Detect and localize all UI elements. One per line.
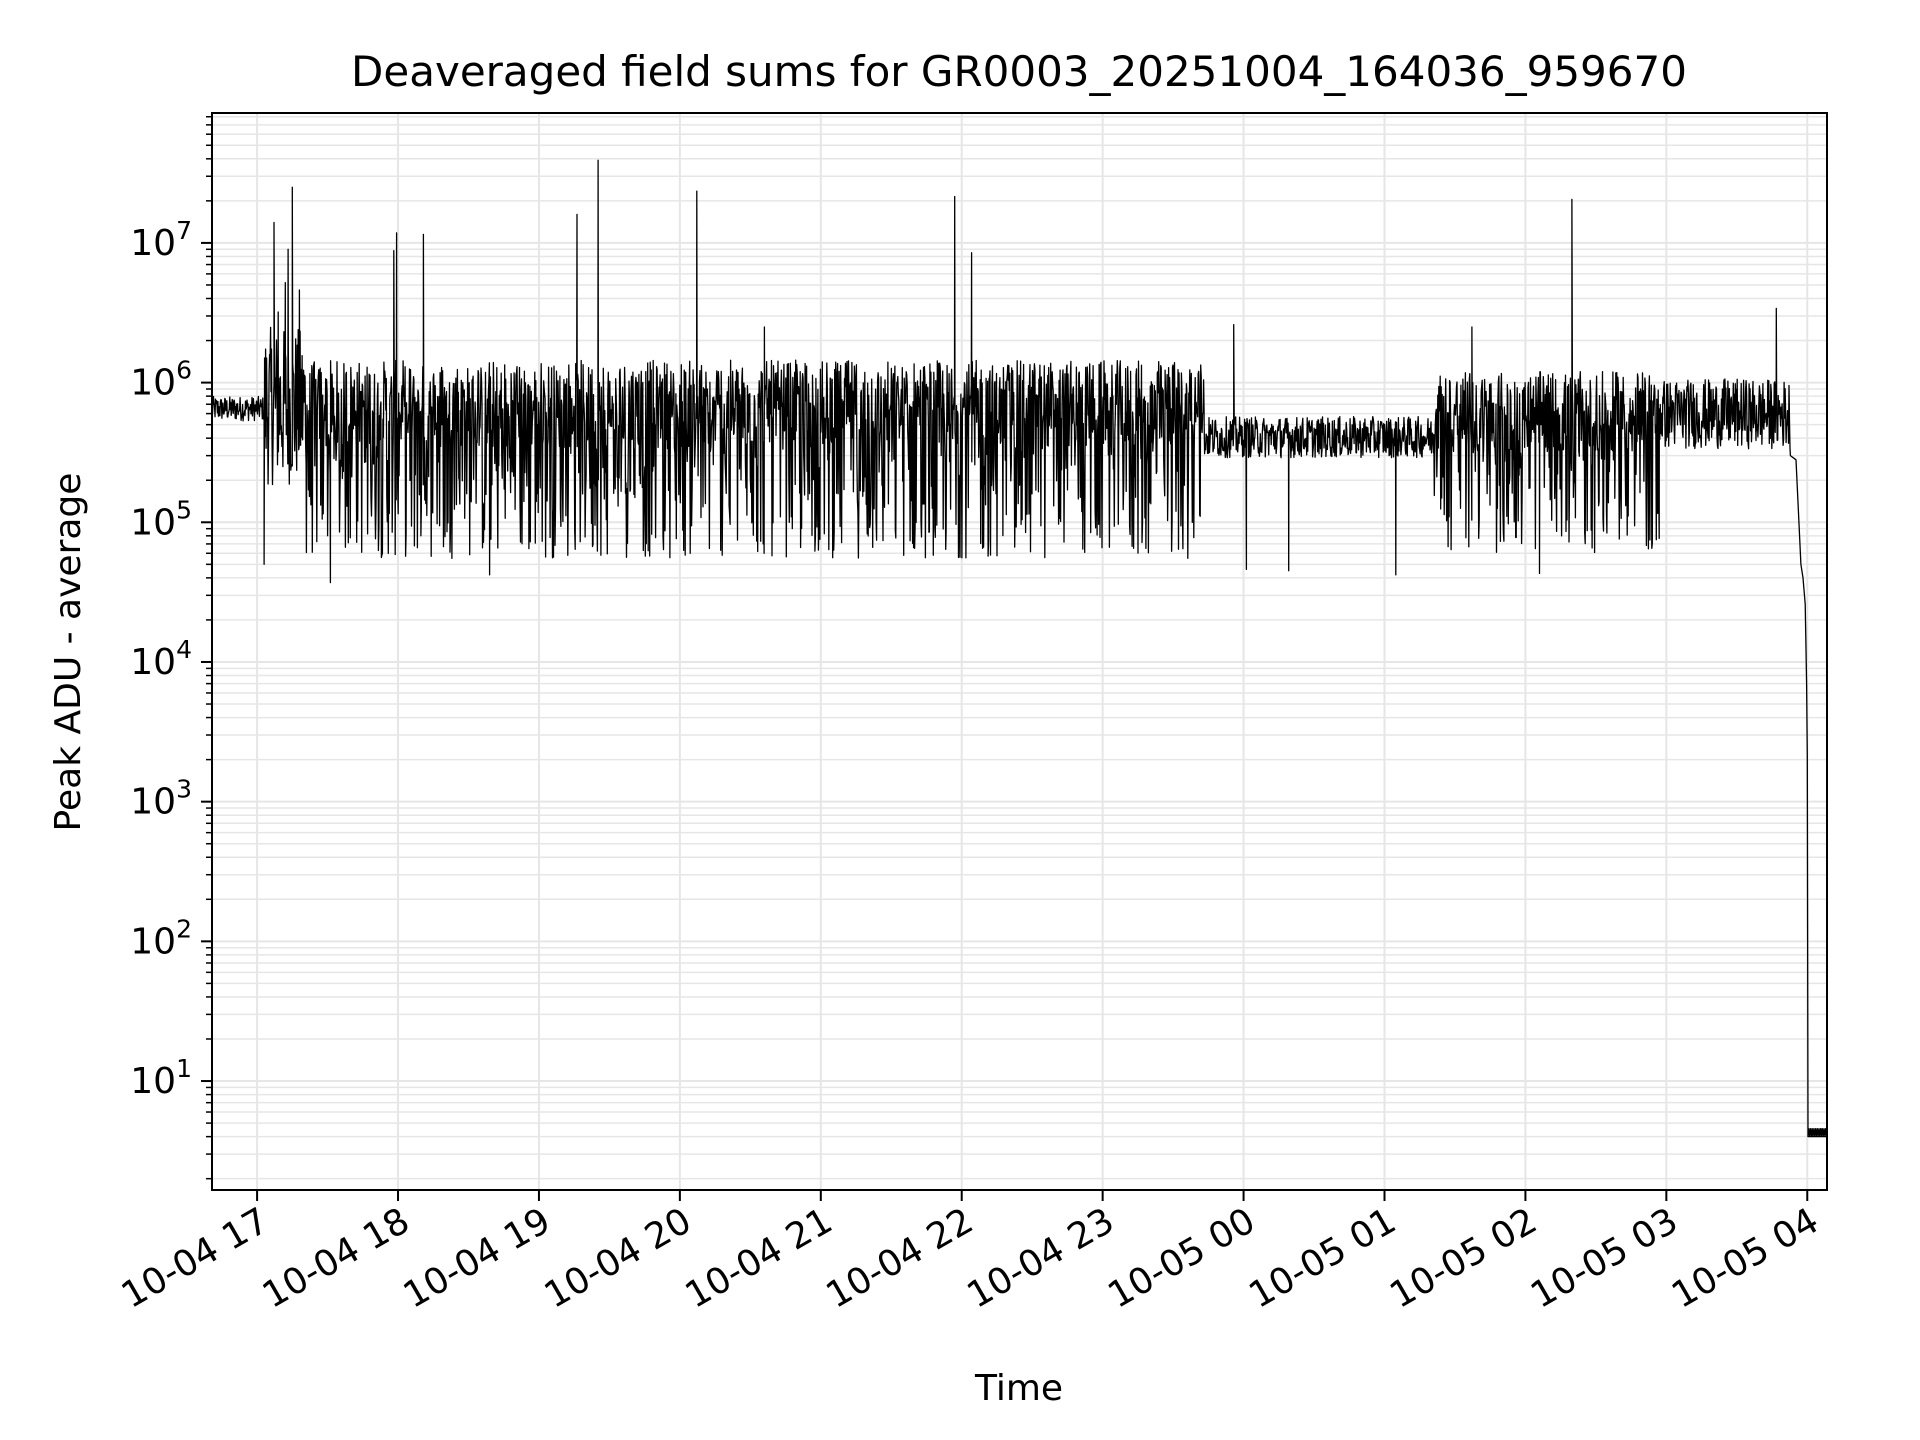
y-tick-label: 102 [130,914,192,962]
y-tick-label: 104 [130,635,192,683]
chart-title: Deaveraged field sums for GR0003_2025100… [351,47,1687,96]
series-floor [1807,1128,1828,1137]
axes-background [212,113,1827,1190]
x-axis-label: Time [974,1368,1063,1409]
y-tick-label: 105 [130,495,192,543]
axes-frame [211,112,1828,1191]
y-tick-label: 101 [130,1054,192,1102]
data-series [211,159,1828,1138]
series-line [211,159,1827,1138]
y-tick-label: 106 [130,356,192,404]
y-tick-label: 103 [130,775,192,823]
minor-gridlines [212,116,1827,1180]
y-axis-ticks: 101 102 103 104 105 106 107 [130,116,212,1180]
y-axis-label: Peak ADU - average [48,473,89,832]
y-tick-label: 107 [130,216,192,264]
